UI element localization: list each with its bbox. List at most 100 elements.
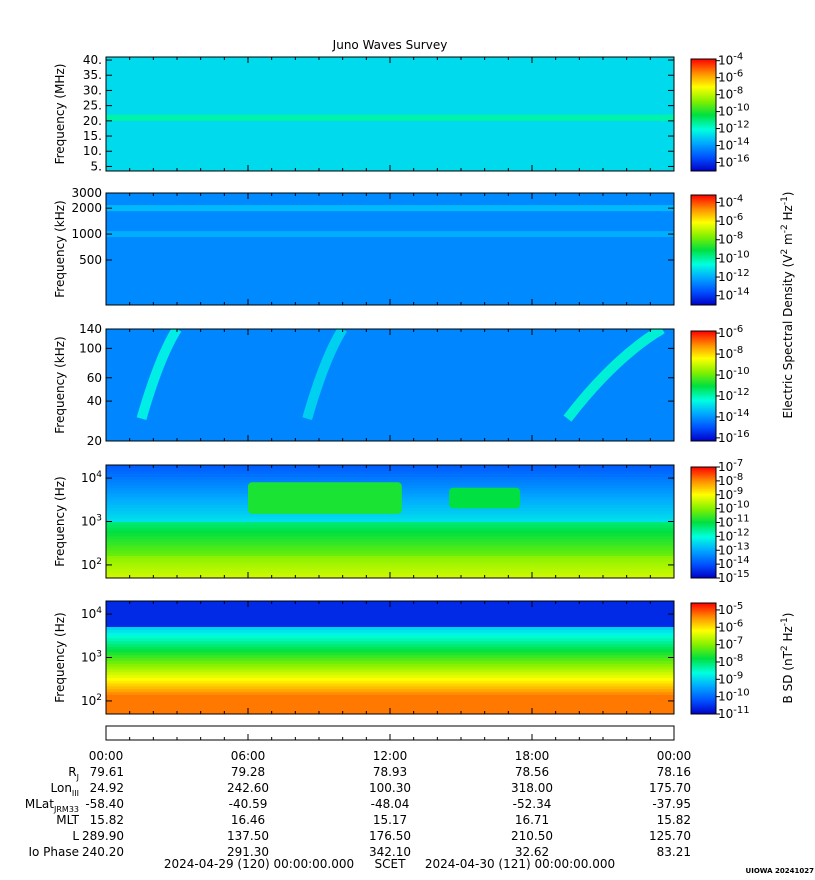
y-tick-label: 40	[87, 394, 102, 408]
time-axis: 00:00 06:00 12:00 18:00 00:00	[89, 725, 692, 763]
y-tick-label: 30.	[83, 83, 102, 97]
intensity-row	[106, 691, 674, 695]
intensity-row	[106, 637, 674, 642]
intensity-row	[106, 626, 674, 630]
panel-spectrogram-20khz: 104 103 102 Frequency (Hz) 10-710-810-910-10…	[53, 458, 750, 585]
y-tick-label: 5.	[91, 159, 102, 173]
intensity-row	[106, 473, 674, 477]
intensity-row	[106, 617, 674, 622]
intensity-row	[106, 643, 674, 647]
intensity-row	[106, 694, 674, 698]
y-tick-label: 60	[87, 371, 102, 385]
ephemeris-value: 137.50	[227, 829, 269, 843]
colorbar-tick-label: 10-4	[718, 52, 743, 68]
colorbar-tick-label: 10-9	[718, 670, 743, 686]
intensity-row	[106, 544, 674, 548]
ephemeris-label: L	[72, 829, 79, 843]
y-tick-label: 103	[81, 650, 102, 665]
spectrogram-background	[106, 193, 674, 305]
y-tick-label: 3000	[71, 186, 102, 200]
y-tick-label: 104	[81, 606, 102, 621]
electric-colorbar-label: Electric Spectral Density (V2 m-2 Hz-1)	[780, 191, 795, 418]
colorbar-tick-label: 10-10	[718, 366, 750, 382]
ephemeris-value: -37.95	[652, 797, 691, 811]
y-tick-label: 2000	[71, 201, 102, 215]
y-tick-label: 25.	[83, 99, 102, 113]
intensity-row	[106, 668, 674, 673]
ephemeris-value: 176.50	[369, 829, 411, 843]
colorbar-tick-label: 10-12	[718, 387, 750, 403]
intensity-row	[106, 529, 674, 534]
emission-band	[106, 231, 674, 238]
intensity-row	[106, 671, 674, 676]
colorbar-gradient	[690, 602, 717, 715]
colorbar-tick-label: 10-15	[718, 569, 750, 585]
y-tick-label: 20.	[83, 114, 102, 128]
intensity-row	[106, 674, 674, 678]
intensity-row	[106, 606, 674, 611]
ephemeris-value: 291.30	[227, 845, 269, 859]
ephemeris-value: 16.71	[515, 813, 549, 827]
ephemeris-label: RJ	[68, 765, 79, 782]
intensity-row	[106, 685, 674, 690]
intensity-row	[106, 682, 674, 687]
colorbar-tick-label: 10-6	[718, 618, 743, 634]
intensity-row	[106, 649, 674, 653]
colorbar-tick-label: 10-11	[718, 705, 750, 721]
ephemeris-value: 210.50	[511, 829, 553, 843]
ephemeris-value: 318.00	[511, 781, 553, 795]
plot-area	[106, 193, 674, 305]
intensity-row	[106, 632, 674, 636]
y-axis-label: Frequency (kHz)	[53, 200, 67, 297]
colorbar-tick-label: 10-10	[718, 249, 750, 265]
intensity-row	[106, 563, 674, 568]
intensity-row	[106, 629, 674, 633]
intensity-row	[106, 555, 674, 559]
time-tick-label: 06:00	[231, 749, 266, 763]
colorbar-gradient	[690, 466, 717, 579]
y-tick-label: 35.	[83, 68, 102, 82]
plot-area	[106, 329, 674, 441]
y-tick-label: 100	[79, 341, 102, 355]
ephemeris-value: 240.20	[82, 845, 124, 859]
colorbar-tick-label: 10-14	[718, 408, 750, 424]
intensity-row	[106, 569, 674, 573]
colorbar-tick-label: 10-4	[718, 193, 743, 209]
ephemeris-label: Io Phase	[28, 845, 79, 859]
intensity-row	[106, 660, 674, 664]
intensity-row	[106, 699, 674, 704]
colorbar-tick-label: 10-10	[718, 688, 750, 704]
colorbar-tick-label: 10-10	[718, 103, 750, 119]
intensity-row	[106, 654, 674, 659]
hiss-emission	[449, 487, 521, 509]
footer-start-time: 2024-04-29 (120) 00:00:00.000	[164, 857, 354, 871]
spectrogram-background	[106, 57, 674, 171]
time-tick-label: 12:00	[373, 749, 408, 763]
colorbar-tick-label: 10-16	[718, 154, 750, 170]
intensity-row	[106, 518, 674, 523]
intensity-row	[106, 558, 674, 562]
intensity-row	[106, 705, 674, 709]
y-tick-label: 103	[81, 514, 102, 529]
intensity-row	[106, 665, 674, 670]
intensity-row	[106, 541, 674, 545]
intensity-row	[106, 476, 674, 480]
y-tick-label: 102	[81, 693, 102, 708]
colorbar-tick-label: 10-16	[718, 429, 750, 445]
plot-area	[106, 57, 674, 171]
y-tick-label: 140	[79, 322, 102, 336]
y-tick-label: 40.	[83, 53, 102, 67]
ephemeris-value: 83.21	[657, 845, 691, 859]
ephemeris-label: MLT	[56, 813, 79, 827]
colorbar: 10-6 10-8 10-10 10-12 10-14 10-16	[690, 324, 750, 445]
intensity-row	[106, 479, 674, 483]
colorbar: 10-710-810-910-1010-1110-1210-1310-1410-…	[690, 458, 750, 585]
ephemeris-value: -52.34	[513, 797, 552, 811]
colorbar: 10-4 10-6 10-8 10-10 10-12 10-14	[690, 193, 750, 306]
time-tick-label: 00:00	[657, 749, 692, 763]
colorbar-tick-label: 10-12	[718, 120, 750, 136]
colorbar-gradient	[690, 58, 717, 172]
intensity-row	[106, 634, 674, 639]
ephemeris-value: 100.30	[369, 781, 411, 795]
